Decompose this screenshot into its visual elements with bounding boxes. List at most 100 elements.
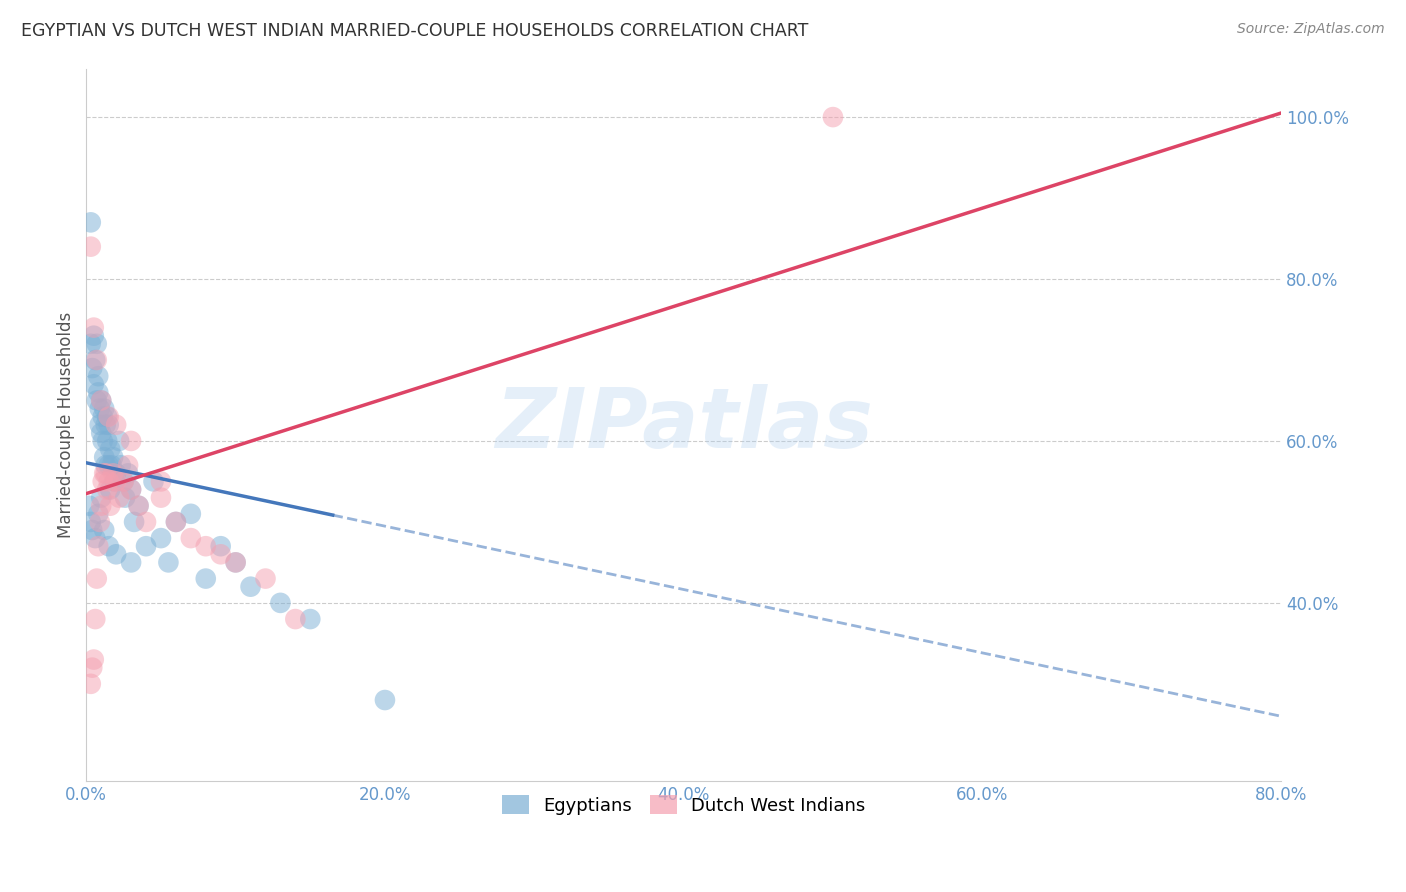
Point: [87, 385, 110, 400]
Point: [108, 491, 131, 505]
Point: [93, 450, 115, 464]
Point: [90, 393, 112, 408]
Point: [98, 483, 121, 497]
Point: [821, 110, 844, 124]
Point: [82, 523, 104, 537]
Point: [149, 531, 172, 545]
Point: [90, 491, 112, 505]
Point: [80, 215, 103, 229]
Point: [97, 458, 120, 473]
Point: [104, 475, 127, 489]
Point: [105, 417, 128, 432]
Point: [89, 417, 111, 432]
Point: [83, 377, 105, 392]
Point: [149, 491, 172, 505]
Point: [180, 507, 202, 521]
Point: [91, 434, 114, 448]
Point: [91, 475, 114, 489]
Point: [96, 483, 118, 497]
Point: [89, 401, 111, 416]
Point: [84, 531, 107, 545]
Point: [122, 515, 145, 529]
Point: [120, 483, 142, 497]
Text: ZIPatlas: ZIPatlas: [495, 384, 873, 466]
Point: [97, 539, 120, 553]
Point: [108, 434, 131, 448]
Point: [112, 475, 135, 489]
Point: [96, 434, 118, 448]
Point: [165, 515, 187, 529]
Point: [110, 458, 132, 473]
Point: [97, 417, 120, 432]
Point: [101, 467, 124, 481]
Point: [374, 693, 396, 707]
Legend: Egyptians, Dutch West Indians: Egyptians, Dutch West Indians: [491, 784, 876, 825]
Point: [84, 612, 107, 626]
Point: [98, 499, 121, 513]
Point: [149, 475, 172, 489]
Point: [86, 336, 108, 351]
Point: [80, 677, 103, 691]
Point: [128, 499, 150, 513]
Point: [96, 409, 118, 424]
Point: [83, 652, 105, 666]
Point: [87, 369, 110, 384]
Point: [86, 572, 108, 586]
Point: [84, 353, 107, 368]
Point: [135, 539, 157, 553]
Point: [117, 458, 139, 473]
Point: [86, 353, 108, 368]
Point: [80, 515, 103, 529]
Point: [100, 458, 122, 473]
Point: [82, 361, 104, 376]
Point: [194, 572, 217, 586]
Point: [117, 467, 139, 481]
Point: [180, 531, 202, 545]
Text: Source: ZipAtlas.com: Source: ZipAtlas.com: [1237, 22, 1385, 37]
Point: [120, 434, 142, 448]
Point: [209, 547, 232, 561]
Point: [105, 475, 128, 489]
Point: [94, 417, 117, 432]
Point: [87, 507, 110, 521]
Point: [97, 409, 120, 424]
Point: [225, 555, 247, 569]
Point: [225, 555, 247, 569]
Point: [91, 409, 114, 424]
Point: [120, 555, 142, 569]
Point: [120, 483, 142, 497]
Point: [114, 491, 136, 505]
Point: [105, 467, 128, 481]
Point: [77, 499, 100, 513]
Point: [105, 547, 128, 561]
Point: [93, 467, 115, 481]
Point: [90, 425, 112, 440]
Point: [194, 539, 217, 553]
Point: [82, 660, 104, 674]
Point: [98, 442, 121, 456]
Point: [269, 596, 291, 610]
Point: [90, 393, 112, 408]
Point: [239, 580, 262, 594]
Point: [80, 240, 103, 254]
Y-axis label: Married-couple Households: Married-couple Households: [58, 311, 75, 538]
Point: [83, 320, 105, 334]
Point: [87, 539, 110, 553]
Point: [89, 515, 111, 529]
Point: [128, 499, 150, 513]
Point: [135, 515, 157, 529]
Point: [83, 328, 105, 343]
Point: [80, 336, 103, 351]
Point: [90, 499, 112, 513]
Point: [209, 539, 232, 553]
Point: [101, 450, 124, 464]
Point: [254, 572, 277, 586]
Text: EGYPTIAN VS DUTCH WEST INDIAN MARRIED-COUPLE HOUSEHOLDS CORRELATION CHART: EGYPTIAN VS DUTCH WEST INDIAN MARRIED-CO…: [21, 22, 808, 40]
Point: [93, 401, 115, 416]
Point: [165, 515, 187, 529]
Point: [86, 393, 108, 408]
Point: [142, 475, 165, 489]
Point: [299, 612, 322, 626]
Point: [112, 475, 135, 489]
Point: [94, 467, 117, 481]
